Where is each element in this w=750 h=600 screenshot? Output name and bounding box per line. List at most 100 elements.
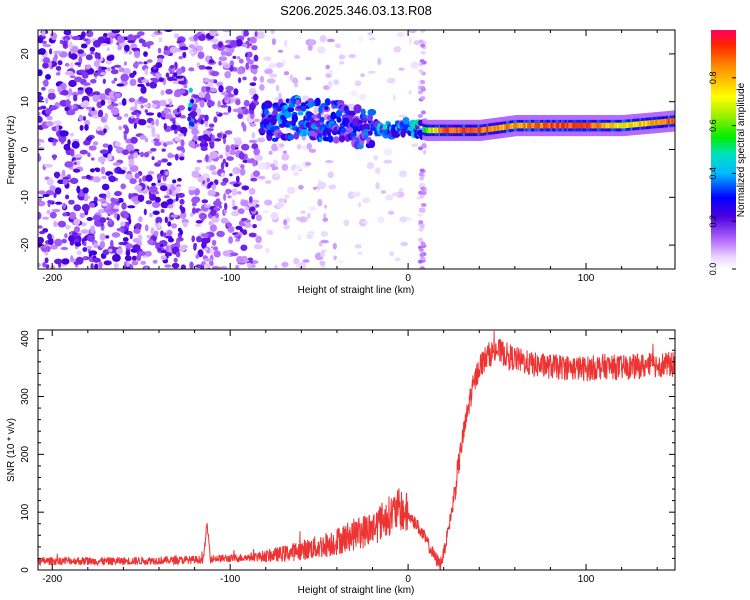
ridge-core: [500, 124, 504, 131]
spectrogram-speckle: [411, 143, 419, 148]
ridge-core: [621, 122, 625, 129]
spectrogram-speckle: [237, 107, 243, 115]
spectrogram-speckle: [69, 75, 76, 79]
spectrogram-speckle: [144, 137, 149, 143]
spectrogram-x-label: Height of straight line (km): [298, 285, 415, 296]
spectrogram-speckle: [133, 50, 141, 59]
spectrogram-speckle: [198, 65, 206, 70]
ridge-core: [450, 127, 455, 134]
x-tick-label: -200: [42, 273, 62, 284]
spectrogram-speckle: [398, 187, 404, 192]
ridge-core: [664, 118, 668, 125]
spectrogram-speckle: [421, 143, 427, 148]
spectrogram-speckle: [88, 145, 97, 151]
ridge-core: [607, 122, 611, 129]
spectrogram-speckle: [134, 223, 142, 229]
spectrogram-speckle: [338, 54, 346, 60]
spectrogram-speckle: [225, 93, 235, 98]
spectrogram-speckle: [160, 209, 165, 213]
spectrogram-speckle: [167, 98, 172, 103]
spectrogram-speckle: [69, 53, 78, 60]
spectrogram-speckle: [398, 67, 405, 71]
spectrogram-speckle: [253, 118, 260, 123]
spectrogram-speckle: [46, 209, 51, 215]
spectrogram-speckle: [151, 104, 158, 109]
spectrogram-speckle: [176, 89, 186, 94]
spectrogram-speckle: [298, 184, 304, 190]
spectrogram-speckle: [50, 265, 56, 269]
spectrogram-speckle: [62, 212, 68, 217]
spectrogram-speckle: [41, 40, 48, 45]
spectrogram-speckle: [157, 160, 162, 165]
spectrogram-speckle: [420, 80, 426, 84]
spectrogram-speckle: [166, 162, 172, 166]
ridge-core: [662, 119, 666, 125]
spectrogram-speckle: [80, 43, 88, 49]
spectrogram-speckle: [240, 164, 245, 169]
spectrogram-speckle: [68, 88, 73, 96]
ridge-core: [433, 127, 437, 134]
spectrogram-speckle: [68, 235, 75, 242]
spectrogram-speckle: [85, 106, 93, 110]
ridge-core: [529, 122, 533, 129]
spectrogram-speckle: [113, 262, 119, 269]
ridge-core: [589, 122, 593, 129]
spectrogram-speckle: [149, 81, 157, 89]
ridge-core: [562, 122, 567, 129]
spectrogram-speckle: [418, 247, 424, 252]
spectrogram-speckle: [293, 171, 299, 176]
spectrogram-speckle: [83, 241, 87, 247]
spectrogram-speckle: [249, 258, 253, 262]
ridge-core: [539, 122, 544, 129]
spectrogram-speckle: [314, 97, 321, 107]
spectrogram-speckle: [137, 31, 145, 36]
spectrogram-speckle: [107, 153, 113, 161]
ridge-core: [466, 127, 471, 134]
spectrogram-speckle: [253, 54, 259, 62]
spectrogram-speckle: [291, 114, 298, 123]
spectrogram-speckle: [247, 51, 253, 58]
spectrogram-speckle: [253, 76, 257, 82]
spectrogram-speckle: [222, 250, 232, 257]
spectrogram-speckle: [38, 211, 42, 220]
spectrogram-speckle: [360, 108, 366, 116]
spectrogram-speckle: [224, 150, 230, 158]
spectrogram-speckle: [94, 263, 99, 269]
spectrogram-speckle: [248, 139, 258, 143]
spectrogram-speckle: [259, 75, 265, 83]
spectrogram-speckle: [224, 94, 229, 102]
spectrogram-speckle: [163, 195, 170, 199]
spectrogram-speckle: [112, 162, 121, 166]
spectrogram-speckle: [243, 99, 250, 107]
spectrogram-speckle: [147, 239, 154, 245]
spectrogram-speckle: [213, 250, 221, 258]
spectrogram-speckle: [283, 71, 290, 76]
spectrogram-speckle: [106, 55, 114, 61]
spectrogram-speckle: [396, 31, 405, 38]
spectrogram-speckle: [402, 117, 410, 125]
spectrogram-speckle: [418, 39, 424, 44]
spectrogram-speckle: [173, 72, 178, 77]
spectrogram-speckle: [138, 250, 147, 256]
spectrogram-speckle: [140, 85, 147, 94]
spectrogram-speckle: [246, 56, 250, 62]
spectrogram-speckle: [418, 146, 423, 151]
spectrogram-speckle: [193, 94, 200, 99]
spectrogram-speckle: [394, 257, 401, 262]
spectrogram-speckle: [61, 169, 66, 176]
spectrogram-speckle: [59, 99, 68, 107]
spectrogram-speckle: [215, 111, 220, 115]
ridge-core: [634, 121, 638, 128]
spectrogram-speckle: [145, 112, 155, 116]
spectrogram-speckle: [328, 184, 337, 190]
spectrogram-speckle: [145, 200, 153, 205]
ridge-core: [445, 127, 449, 134]
spectrogram-speckle: [182, 221, 188, 228]
spectrogram-speckle: [173, 33, 180, 39]
spectrogram-speckle: [107, 67, 111, 72]
spectrogram-speckle: [38, 190, 46, 195]
spectrogram-speckle: [311, 114, 319, 119]
spectrogram-speckle: [322, 217, 328, 222]
spectrogram-speckle: [244, 43, 248, 48]
ridge-core: [516, 122, 520, 129]
